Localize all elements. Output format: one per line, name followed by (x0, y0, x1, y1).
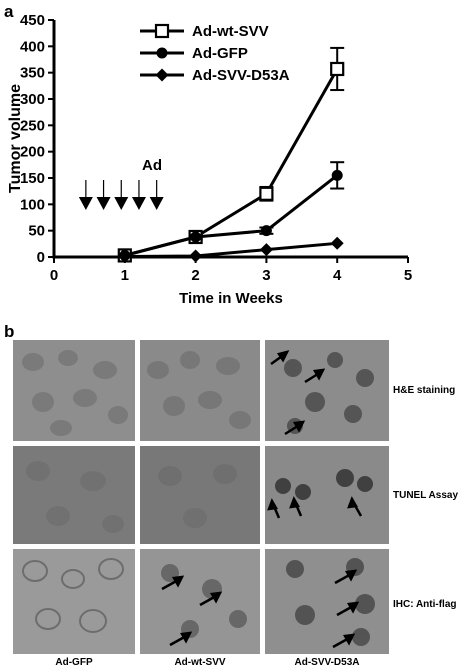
y-tick-label: 400 (20, 38, 45, 55)
legend-label: Ad-wt-SVV (192, 23, 269, 40)
micrograph-ihc-ad-wt-svv (140, 549, 260, 654)
legend-marker (156, 47, 168, 59)
legend-label: Ad-GFP (192, 45, 248, 62)
legend-label: Ad-SVV-D53A (192, 67, 290, 84)
y-tick-label: 350 (20, 65, 45, 82)
y-axis-label: Tumor volume (7, 84, 24, 193)
injection-arrow-head (114, 197, 129, 210)
injection-arrow-head (96, 197, 111, 210)
data-point (260, 225, 272, 237)
x-tick-label: 1 (121, 267, 129, 284)
data-point (118, 249, 132, 263)
tumor-volume-chart: 0 50 100 150 200 250 300 350 400 450 0 1 2 3 4 5 Time in… (7, 12, 412, 307)
series-line-1 (124, 174, 339, 257)
micrograph-grid (13, 340, 389, 654)
y-tick-label: 200 (20, 144, 45, 161)
injection-arrow-head (149, 197, 164, 210)
row-label-he-staining: H&E staining (393, 385, 456, 396)
legend-marker (154, 23, 170, 39)
row-label-ihc-anti-flag: IHC: Anti-flag (393, 599, 457, 610)
y-tick-label: 100 (20, 196, 45, 213)
legend-marker (155, 68, 169, 82)
column-label-ad-gfp: Ad-GFP (55, 657, 93, 668)
micrograph-he-ad-gfp (13, 340, 135, 441)
x-tick-label: 0 (50, 267, 58, 284)
micrograph-he-ad-svv-d53a (265, 340, 389, 441)
x-tick-label: 2 (191, 267, 199, 284)
series-line-2 (124, 241, 338, 258)
micrograph-he-ad-wt-svv (140, 340, 260, 441)
data-point (190, 231, 202, 243)
micrograph-tunel-ad-svv-d53a (265, 446, 389, 544)
y-tick-label: 150 (20, 170, 45, 187)
data-point (189, 249, 203, 263)
data-point (259, 186, 274, 201)
x-axis-label: Time in Weeks (179, 290, 283, 307)
x-tick-label: 3 (262, 267, 270, 284)
data-point (330, 236, 344, 250)
column-label-ad-svv-d53a: Ad-SVV-D53A (294, 657, 360, 668)
micrograph-tunel-ad-wt-svv (140, 446, 260, 544)
row-label-tunel-assay: TUNEL Assay (393, 490, 459, 501)
injection-arrow-head (131, 197, 146, 210)
column-label-ad-wt-svv: Ad-wt-SVV (174, 657, 226, 668)
data-point (259, 243, 273, 257)
data-point (331, 169, 343, 181)
panel-a-letter: a (4, 2, 14, 21)
annotation-label: Ad (142, 157, 162, 174)
y-tick-label: 450 (20, 12, 45, 29)
y-tick-label: 250 (20, 117, 45, 134)
micrograph-tunel-ad-gfp (13, 446, 135, 544)
injection-arrow-head (78, 197, 93, 210)
panel-b-letter: b (4, 322, 15, 341)
x-tick-label: 4 (333, 267, 342, 284)
y-tick-label: 300 (20, 91, 45, 108)
x-tick-label: 5 (404, 267, 412, 284)
y-tick-label: 50 (28, 223, 45, 240)
micrograph-ihc-ad-gfp (13, 549, 135, 654)
micrograph-ihc-ad-svv-d53a (265, 549, 389, 654)
data-point (330, 61, 345, 77)
y-tick-label: 0 (37, 249, 45, 266)
